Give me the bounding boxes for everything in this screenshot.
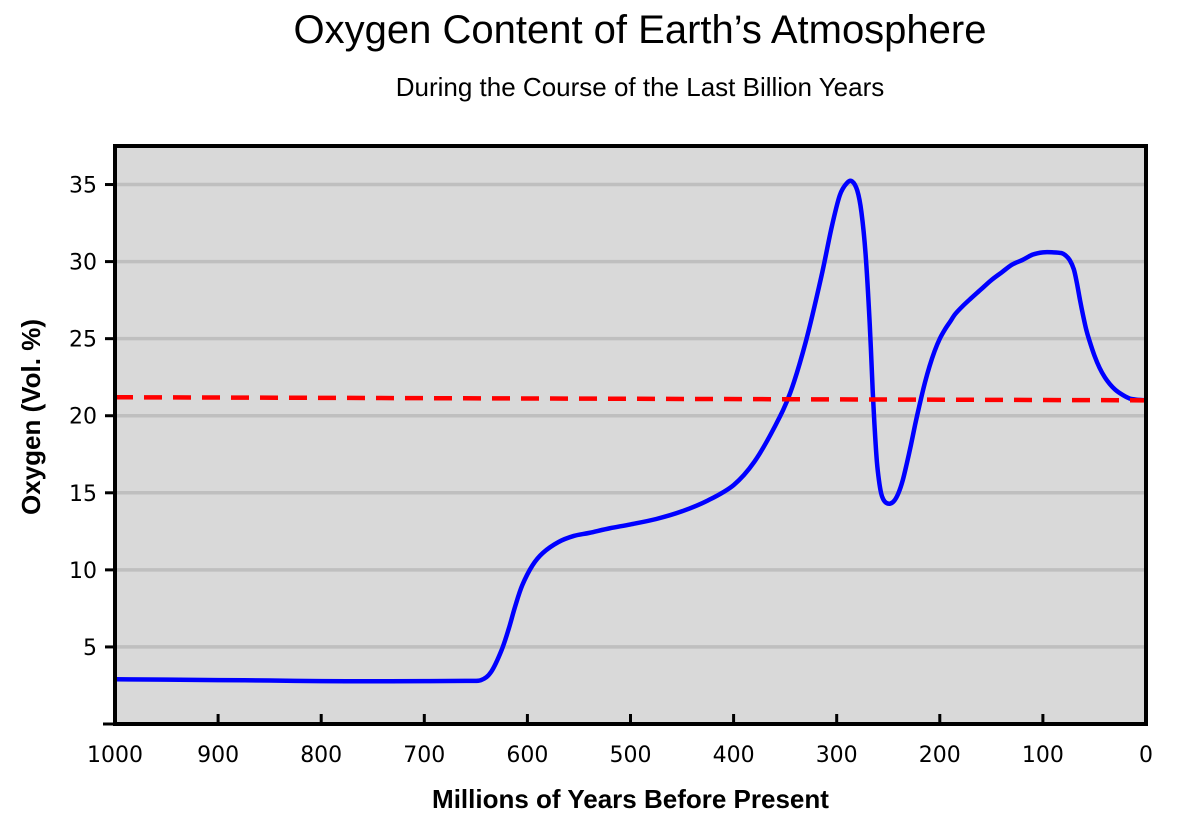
chart-title: Oxygen Content of Earth’s Atmosphere xyxy=(293,8,987,52)
x-tick-label-300: 300 xyxy=(816,743,858,768)
y-tick-label-30: 30 xyxy=(69,251,97,276)
y-tick-label-25: 25 xyxy=(69,328,97,353)
x-tick-label-100: 100 xyxy=(1022,743,1064,768)
x-tick-label-0: 0 xyxy=(1139,743,1153,768)
x-tick-label-400: 400 xyxy=(713,743,755,768)
grid-lines xyxy=(115,182,1146,649)
x-axis: 1000 900 800 700 600 500 400 300 200 100 0 xyxy=(87,714,1153,768)
y-tick-label-20: 20 xyxy=(69,405,97,430)
y-tick-label-10: 10 xyxy=(69,559,97,584)
y-axis: 5 10 15 20 25 30 35 xyxy=(69,174,115,726)
x-axis-title: Millions of Years Before Present xyxy=(432,784,829,814)
x-tick-label-800: 800 xyxy=(300,743,342,768)
y-tick-label-15: 15 xyxy=(69,482,97,507)
y-axis-title: Oxygen (Vol. %) xyxy=(16,319,46,515)
x-tick-label-1000: 1000 xyxy=(87,743,143,768)
y-tick-label-5: 5 xyxy=(83,636,97,661)
chart-subtitle: During the Course of the Last Billion Ye… xyxy=(395,72,885,102)
x-tick-label-600: 600 xyxy=(506,743,548,768)
series-group xyxy=(114,178,1147,684)
y-tick-label-35: 35 xyxy=(69,174,97,199)
x-tick-label-200: 200 xyxy=(919,743,961,768)
x-tick-label-700: 700 xyxy=(403,743,445,768)
series-line-oxygen xyxy=(114,178,1147,684)
x-tick-label-900: 900 xyxy=(197,743,239,768)
plot-area xyxy=(115,146,1146,724)
x-tick-label-500: 500 xyxy=(610,743,652,768)
